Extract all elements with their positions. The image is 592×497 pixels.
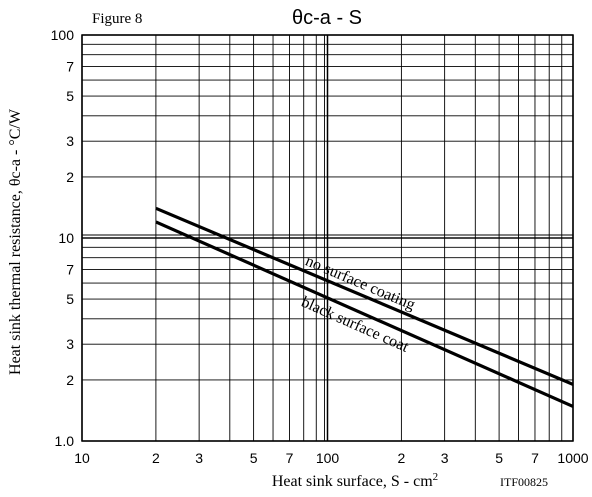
x-tick-labels: 10 2 3 5 7 100 2 3 5 7 1000 (74, 450, 589, 466)
x-tick-label: 5 (495, 450, 503, 466)
y-tick-labels: 1.0 2 3 5 7 10 2 3 5 7 100 (51, 27, 75, 449)
y-tick-label: 2 (66, 169, 74, 185)
y-tick-label: 5 (66, 291, 74, 307)
x-tick-label: 5 (250, 450, 258, 466)
x-tick-label: 100 (316, 450, 340, 466)
x-tick-label: 3 (441, 450, 449, 466)
x-axis-label-text: Heat sink surface, S - cm (272, 473, 433, 490)
x-tick-label: 7 (531, 450, 539, 466)
x-tick-label: 3 (195, 450, 203, 466)
y-tick-label: 5 (66, 88, 74, 104)
x-tick-label: 1000 (557, 450, 588, 466)
y-tick-label: 1.0 (55, 433, 75, 449)
series-line-black-surface-coat (156, 222, 573, 407)
x-tick-label: 7 (286, 450, 294, 466)
y-tick-label: 10 (58, 230, 74, 246)
figure-code: ITF00825 (500, 475, 548, 489)
y-tick-label: 2 (66, 372, 74, 388)
x-tick-label: 2 (398, 450, 406, 466)
x-axis-label-superscript: 2 (433, 471, 439, 483)
x-tick-label: 10 (74, 450, 90, 466)
x-tick-label: 2 (152, 450, 160, 466)
y-tick-label: 7 (66, 58, 74, 74)
y-tick-label: 3 (66, 336, 74, 352)
y-tick-label: 100 (51, 27, 75, 43)
chart-title: θc-a - S (292, 7, 362, 29)
y-axis-label: Heat sink thermal resistance, θc-a - °C/… (7, 108, 24, 375)
y-tick-label: 3 (66, 133, 74, 149)
x-axis-label: Heat sink surface, S - cm2 (272, 471, 438, 490)
figure-label: Figure 8 (92, 11, 142, 27)
y-tick-label: 7 (66, 261, 74, 277)
